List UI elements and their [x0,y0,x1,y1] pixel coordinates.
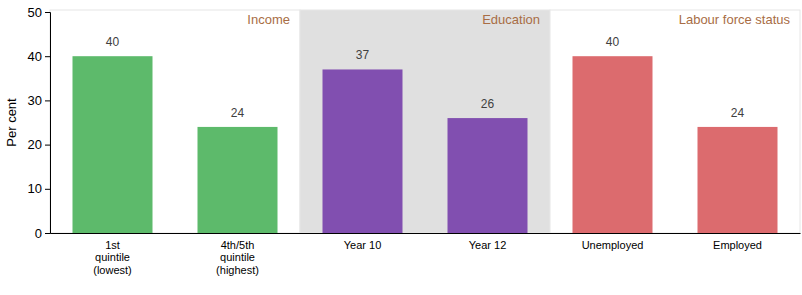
bar [698,127,778,233]
group-background [300,10,550,233]
y-tick: 0 [35,226,50,241]
x-tick-label-line: Employed [713,239,762,251]
y-axis-title: Per cent [4,98,19,147]
x-tick: Employed [713,239,762,251]
x-tick: Year 10 [344,239,382,251]
data-label: 24 [731,106,745,120]
x-axis-line [51,233,801,234]
y-tick-label: 30 [28,93,42,108]
group-label: Education [482,12,540,27]
y-tick: 20 [28,137,50,152]
bars [73,56,778,233]
x-tick-label-line: 1st [105,239,120,251]
y-tick-mark [45,12,50,13]
x-tick-label-line: Unemployed [582,239,644,251]
y-axis: 0 10 20 30 40 50 [28,5,51,241]
x-tick-label-line: (lowest) [93,264,132,276]
y-tick: 10 [28,181,50,196]
group-labels: Income Education Labour force status [247,12,790,27]
x-tick: Year 12 [469,239,507,251]
x-tick-label-line: Year 10 [344,239,382,251]
y-tick-label: 50 [28,5,42,20]
y-tick-mark [45,100,50,101]
x-tick: 4th/5thquintile(highest) [216,239,259,276]
x-tick-label: Employed [713,239,762,251]
y-axis-line [45,13,51,234]
data-label: 24 [231,106,245,120]
y-tick-mark [45,189,50,190]
x-tick-label-line: (highest) [216,264,259,276]
data-label: 37 [356,48,370,62]
group-backgrounds [50,10,800,233]
data-label: 40 [106,35,120,49]
x-tick-label-line: 4th/5th [221,239,255,251]
x-tick-label: Unemployed [582,239,644,251]
y-tick: 40 [28,49,50,64]
y-tick-label: 10 [28,181,42,196]
y-tick: 50 [28,5,50,20]
y-tick-label: 0 [35,226,42,241]
y-tick-label: 40 [28,49,42,64]
x-tick: 1stquintile(lowest) [93,239,132,276]
x-tick-label: 4th/5thquintile(highest) [216,239,259,276]
bar [323,69,403,233]
bar [198,127,278,233]
x-tick-label-line: quintile [220,251,255,263]
y-tick: 30 [28,93,50,108]
data-labels: 40 24 37 26 40 24 [106,35,745,120]
x-tick-label-line: quintile [95,251,130,263]
x-tick-label: Year 10 [344,239,382,251]
bar [448,118,528,233]
group-label: Income [247,12,290,27]
group-background [550,10,800,233]
x-tick: Unemployed [582,239,644,251]
bar [573,56,653,233]
y-tick-label: 20 [28,137,42,152]
y-tick-mark [45,233,50,234]
y-tick-mark [45,56,50,57]
bar [73,56,153,233]
data-label: 26 [481,97,495,111]
x-tick-label: 1stquintile(lowest) [93,239,132,276]
x-axis: 1stquintile(lowest)4th/5thquintile(highe… [51,234,801,277]
group-background [50,10,300,233]
chart: Income Education Labour force status 40 24 37… [0,0,802,295]
x-tick-label: Year 12 [469,239,507,251]
y-tick-mark [45,145,50,146]
group-label: Labour force status [679,12,791,27]
x-tick-label-line: Year 12 [469,239,507,251]
data-label: 40 [606,35,620,49]
